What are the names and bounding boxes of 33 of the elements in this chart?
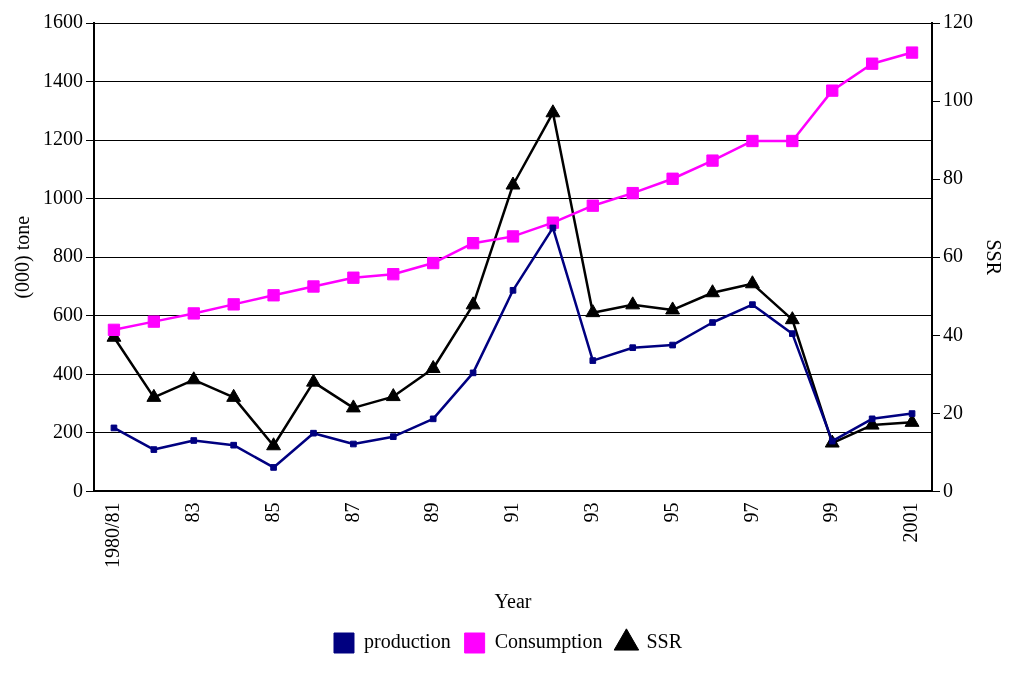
y-tick-label: 200 <box>53 420 83 443</box>
x-tick-label: 91 <box>500 502 523 523</box>
legend-label: SSR <box>646 630 683 653</box>
x-tick-label: 99 <box>819 502 842 523</box>
y-tick-label: 1600 <box>43 10 83 33</box>
x-tick-label: 93 <box>580 502 603 523</box>
x-axis-title: Year <box>494 590 532 613</box>
y-axis-title: (000) tone <box>11 215 35 299</box>
y2-tick-label: 100 <box>943 88 973 111</box>
x-tick-label: 83 <box>181 502 204 523</box>
y-tick-label: 600 <box>53 303 83 326</box>
y-tick-label: 1000 <box>43 185 83 208</box>
y2-tick-label: 40 <box>943 322 963 345</box>
y-tick-label: 1400 <box>43 68 83 91</box>
y-tick-label: 400 <box>53 361 83 384</box>
x-tick-label: 1980/81 <box>101 502 124 569</box>
y2-tick-label: 80 <box>943 166 963 189</box>
y2-tick-label: 60 <box>943 244 963 267</box>
y2-tick-label: 20 <box>943 400 963 423</box>
x-tick-label: 95 <box>659 502 682 523</box>
y-tick-label: 0 <box>73 478 83 501</box>
legend-label: Consumption <box>494 630 603 654</box>
x-tick-label: 87 <box>340 502 363 523</box>
x-tick-label: 97 <box>739 502 762 523</box>
x-tick-label: 2001 <box>899 502 922 543</box>
y2-axis-title: SSR <box>982 239 1005 276</box>
y2-tick-label: 120 <box>943 10 973 33</box>
legend-label: production <box>363 630 451 654</box>
x-tick-label: 85 <box>260 502 283 523</box>
y2-tick-label: 0 <box>943 478 953 501</box>
y-tick-label: 800 <box>53 244 83 267</box>
x-tick-label: 89 <box>420 502 443 523</box>
y-tick-label: 1200 <box>43 127 83 150</box>
